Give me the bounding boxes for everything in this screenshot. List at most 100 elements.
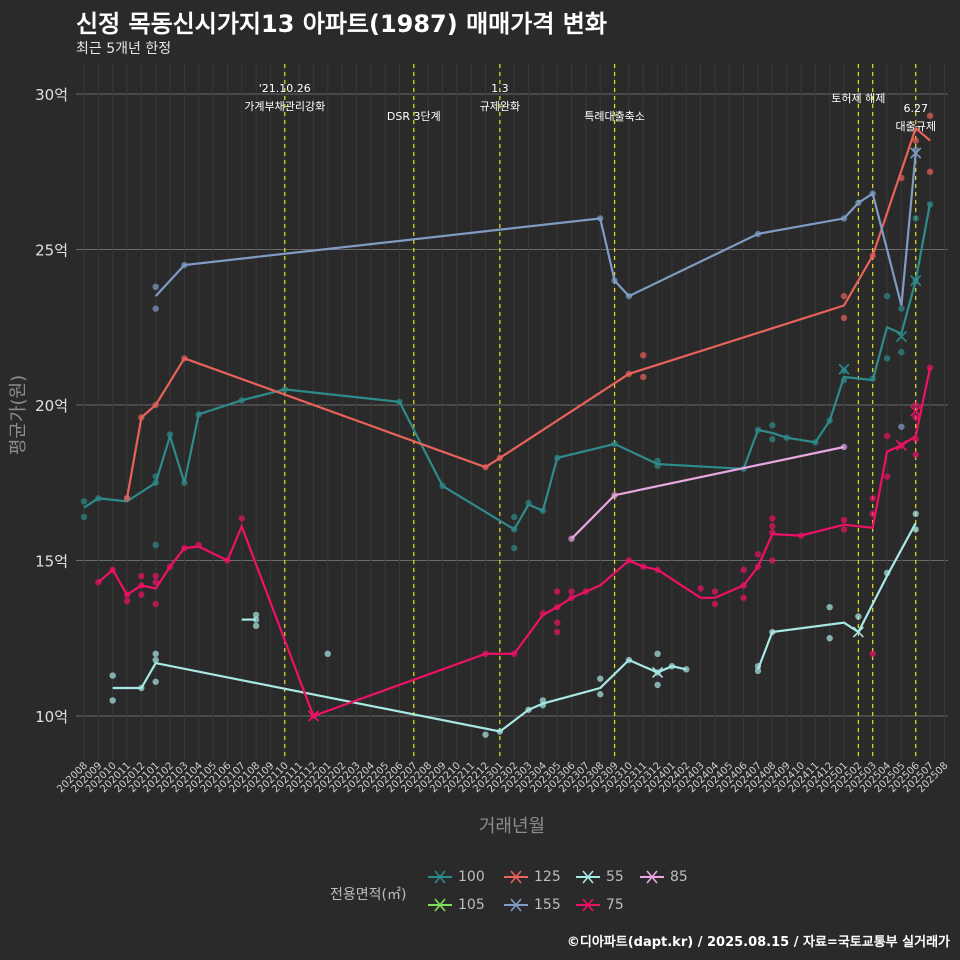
data-point [826,603,833,611]
data-point [109,672,116,679]
event-label: 1.3 [491,82,509,95]
data-point [912,451,919,458]
data-point [152,678,159,685]
event-label: DSR 3단계 [387,110,441,123]
legend-item-55: 55 [574,866,624,888]
data-point [740,594,747,602]
data-point [840,314,848,322]
data-point [883,432,891,440]
data-point [654,681,661,689]
y-tick-label: 15억 [35,553,68,571]
event-label: 특례대출축소 [584,110,645,123]
data-point [926,168,934,175]
data-point [711,600,719,608]
data-point [238,515,245,522]
data-point [152,650,159,657]
data-point [912,401,919,409]
series-line [83,202,932,531]
legend-key [428,898,452,912]
series-155 [152,146,922,430]
data-point [926,112,934,119]
legend-key [576,898,600,912]
legend-label: 155 [534,897,561,913]
series-85 [568,443,848,542]
data-point [826,635,833,642]
series-layer [80,112,934,738]
data-point [138,572,145,580]
data-point [152,600,159,608]
legend-label: 105 [458,897,485,913]
data-point [654,650,661,657]
event-label: 가계부채관리강화 [244,100,325,113]
data-point [840,367,848,374]
y-tick-label: 30억 [35,86,68,104]
cross-marker [838,363,850,375]
data-point [554,588,561,595]
data-point [869,650,876,657]
legend-key [576,870,600,884]
data-point [511,544,518,552]
data-point [769,557,776,564]
data-point [912,137,919,144]
data-point [568,588,575,595]
cross-marker [307,710,320,722]
data-point [754,551,762,558]
data-point [123,597,131,605]
y-tick-label: 20억 [35,397,68,415]
data-point [152,283,159,291]
data-point [152,656,159,664]
data-point [912,215,919,222]
legend-label: 100 [458,869,485,885]
legend-label: 85 [670,869,688,885]
data-point [554,619,561,626]
event-label: 6.27 [903,102,928,115]
series-100 [80,201,934,552]
legend-item-85: 85 [638,866,688,888]
data-point [511,513,518,521]
data-point [252,622,260,630]
data-point [482,731,489,738]
data-point [152,579,159,586]
data-point [898,348,905,356]
data-point [640,352,647,359]
legend-label: 125 [534,869,561,885]
data-point [840,526,848,533]
data-point [324,650,331,657]
chart-title: 신정 목동신시가지13 아파트(1987) 매매가격 변화 [76,10,607,38]
series-line [112,658,687,733]
cross-marker [910,405,922,417]
legend-label: 55 [606,869,624,885]
data-point [769,422,776,429]
data-point [740,566,747,574]
data-point [840,516,848,524]
data-point [883,355,891,362]
series-75 [95,364,934,722]
data-point [926,364,934,371]
legend-key [504,898,528,912]
cross-marker [910,147,922,159]
event-label: '21.10.26 [259,82,311,95]
cross-marker [895,331,907,343]
data-point [883,292,891,300]
data-point [898,305,905,312]
data-point [912,510,919,518]
cross-marker [652,666,664,679]
series-125 [123,112,934,502]
series-line [125,126,931,499]
data-point [912,414,919,421]
data-point [152,305,159,312]
series-55 [109,510,919,738]
data-point [554,628,561,636]
data-point [840,443,848,451]
event-label: 대출규제 [895,120,935,133]
y-axis-label: 평균가(원) [8,375,29,455]
data-point [80,498,88,505]
series-line [570,445,845,540]
data-point [711,588,719,595]
series-line [756,522,917,670]
legend-key [504,870,528,884]
legend-item-155: 155 [502,894,561,916]
cross-marker [910,275,922,287]
series-line [154,152,917,306]
data-point [597,691,604,698]
